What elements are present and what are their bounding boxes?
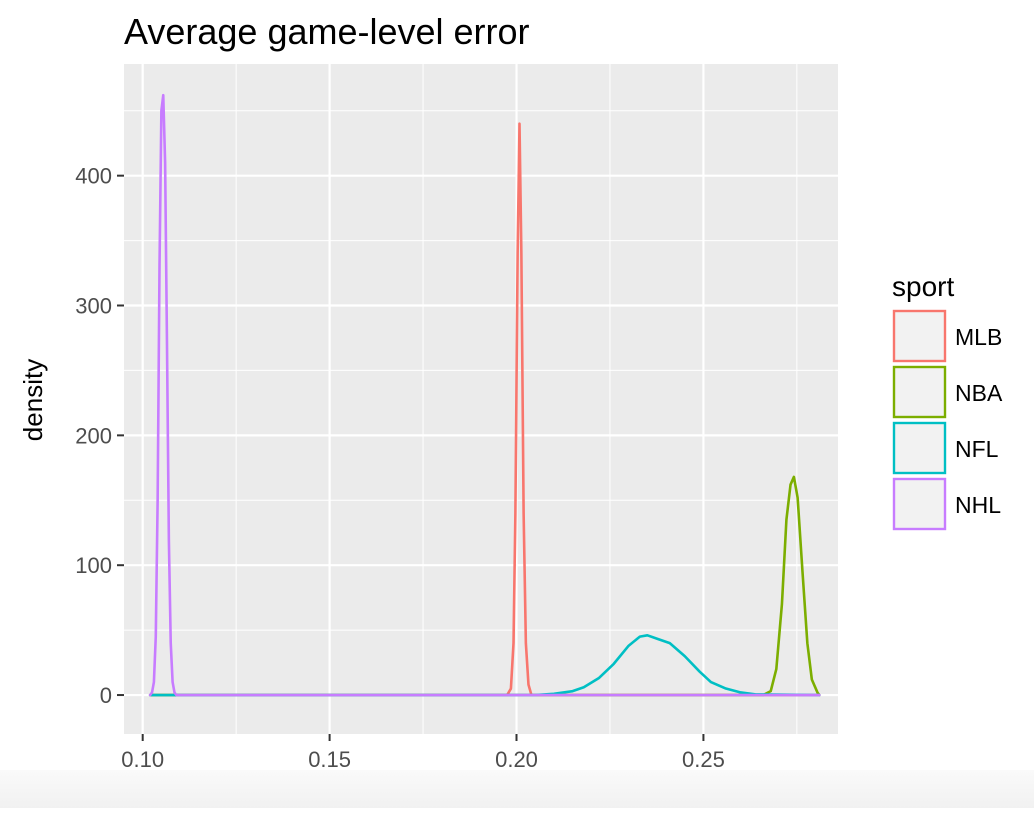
series-nfl-line	[148, 634, 821, 697]
series-nba-line	[148, 475, 821, 697]
x-tick-label: 0.10	[121, 747, 164, 772]
legend-label-nhl: NHL	[955, 492, 1001, 518]
y-axis-label: density	[18, 359, 48, 441]
legend-label-mlb: MLB	[955, 324, 1002, 350]
legend-title: sport	[892, 271, 954, 302]
x-tick-label: 0.15	[308, 747, 351, 772]
legend-key-nhl	[892, 477, 947, 531]
series-nhl-line	[148, 93, 821, 697]
y-tick-label: 0	[100, 683, 112, 708]
plot-panel	[124, 64, 838, 734]
y-axis: 0 100 200 300 400	[75, 164, 124, 708]
y-tick-label: 100	[75, 553, 112, 578]
y-tick-label: 400	[75, 164, 112, 189]
chart-title: Average game-level error	[124, 11, 530, 52]
x-tick-label: 0.20	[495, 747, 538, 772]
y-tick-label: 300	[75, 294, 112, 319]
x-tick-label: 0.25	[682, 747, 725, 772]
legend-label-nfl: NFL	[955, 436, 999, 462]
page-footer	[0, 770, 1034, 808]
legend: sport MLB NBA NFL NHL	[892, 271, 1003, 531]
legend-key-nfl	[892, 421, 947, 475]
series-mlb-line	[148, 122, 821, 697]
legend-label-nba: NBA	[955, 380, 1003, 406]
legend-items: MLB NBA NFL NHL	[892, 309, 1003, 531]
y-tick-label: 200	[75, 423, 112, 448]
series-layer	[148, 93, 821, 697]
legend-key-nba	[892, 365, 947, 419]
legend-key-mlb	[892, 309, 947, 363]
x-axis: 0.10 0.15 0.20 0.25	[121, 734, 725, 772]
